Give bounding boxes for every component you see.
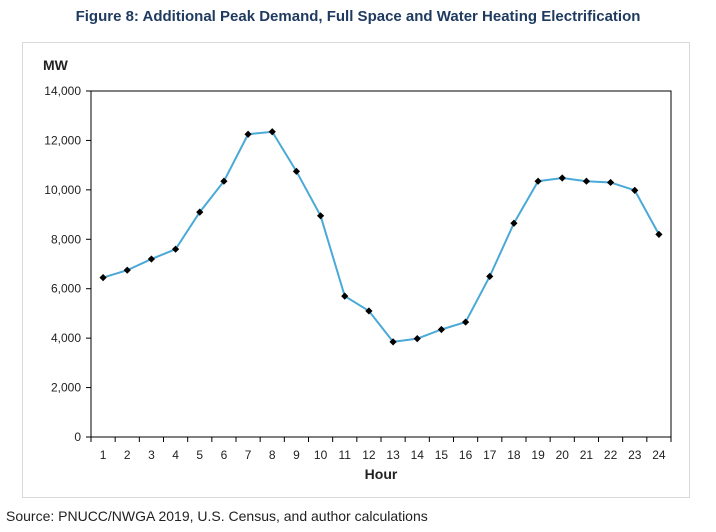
x-tick-label: 19 xyxy=(531,448,545,462)
data-point xyxy=(123,266,131,274)
data-point xyxy=(631,186,639,194)
y-tick-label: 14,000 xyxy=(44,84,81,98)
data-point xyxy=(606,178,615,187)
x-tick-label: 8 xyxy=(269,448,276,462)
x-tick-label: 16 xyxy=(459,448,473,462)
data-point xyxy=(196,208,204,216)
data-point xyxy=(341,292,349,300)
data-point xyxy=(510,219,518,227)
series-line xyxy=(102,130,660,343)
x-tick-label: 2 xyxy=(124,448,131,462)
x-tick-label: 22 xyxy=(604,448,618,462)
data-point xyxy=(389,338,397,346)
data-point xyxy=(171,245,180,253)
y-tick-label: 8,000 xyxy=(51,232,81,246)
chart-frame: MW 0 2,000 4,000 6,000 8,000 10,000 12,000 14,0… xyxy=(22,42,690,498)
x-tick-label: 9 xyxy=(293,448,300,462)
x-tick-label: 3 xyxy=(148,448,155,462)
x-tick-label: 17 xyxy=(483,448,497,462)
x-tick-label: 7 xyxy=(245,448,252,462)
data-point xyxy=(99,273,107,282)
y-tick-label: 0 xyxy=(74,430,81,444)
x-tick-label: 6 xyxy=(221,448,228,462)
x-tick-label: 5 xyxy=(196,448,203,462)
x-tick-label: 4 xyxy=(172,448,179,462)
data-point xyxy=(413,335,421,343)
data-point xyxy=(268,128,276,136)
source-note: Source: PNUCC/NWGA 2019, U.S. Census, an… xyxy=(6,508,428,524)
data-point xyxy=(292,167,301,175)
x-tick-label: 11 xyxy=(339,448,352,462)
data-markers xyxy=(99,128,663,346)
plot-area xyxy=(90,90,672,438)
x-tick-label: 24 xyxy=(652,448,666,462)
x-tick-label: 20 xyxy=(556,448,570,462)
x-tick-label: 12 xyxy=(362,448,376,462)
line-chart: MW 0 2,000 4,000 6,000 8,000 10,000 12,000 14,0… xyxy=(43,57,672,482)
data-point xyxy=(558,174,566,182)
data-point xyxy=(486,272,494,280)
data-point xyxy=(461,318,470,326)
x-axis-ticks: 1 2 3 4 5 6 7 8 9 10 11 12 13 14 15 16 17 18 19 20 21 22 23 24 xyxy=(90,437,672,462)
data-point xyxy=(655,230,663,238)
data-point xyxy=(220,177,228,185)
y-tick-label: 6,000 xyxy=(51,282,81,296)
x-tick-label: 23 xyxy=(628,448,642,462)
x-axis-label: Hour xyxy=(365,466,398,482)
data-point xyxy=(244,130,252,138)
y-tick-label: 10,000 xyxy=(44,183,81,197)
x-tick-label: 1 xyxy=(100,448,107,462)
y-tick-label: 12,000 xyxy=(44,133,81,147)
y-axis-ticks: 0 2,000 4,000 6,000 8,000 10,000 12,000 14,000 xyxy=(44,84,91,444)
data-point xyxy=(147,255,156,263)
y-tick-label: 2,000 xyxy=(51,381,81,395)
x-tick-label: 14 xyxy=(411,448,425,462)
data-point xyxy=(437,325,446,334)
data-point xyxy=(534,177,542,185)
y-tick-label: 4,000 xyxy=(51,331,81,345)
x-tick-label: 21 xyxy=(580,448,594,462)
data-point xyxy=(582,177,591,185)
x-tick-label: 18 xyxy=(507,448,521,462)
data-point xyxy=(316,212,325,220)
x-tick-label: 10 xyxy=(314,448,328,462)
data-point xyxy=(365,307,373,315)
figure-title: Figure 8: Additional Peak Demand, Full S… xyxy=(75,8,641,25)
x-tick-label: 13 xyxy=(386,448,400,462)
y-axis-label: MW xyxy=(43,57,69,73)
x-tick-label: 15 xyxy=(435,448,449,462)
